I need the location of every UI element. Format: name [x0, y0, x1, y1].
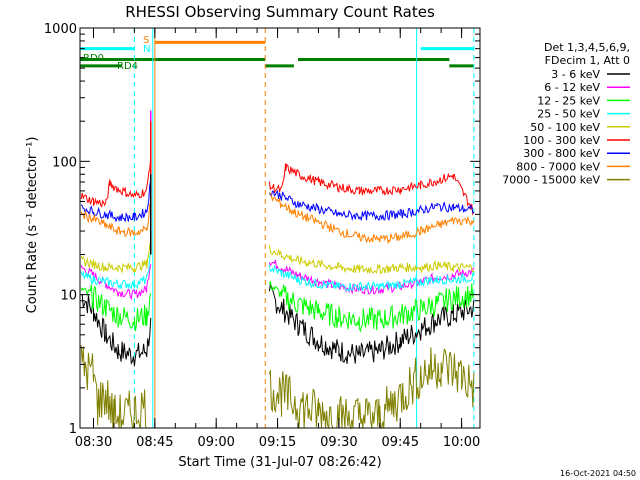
y-tick-label-3: 1000: [44, 22, 77, 37]
legend-label-0: 3 - 6 keV: [551, 68, 600, 81]
flag-bars: [80, 40, 474, 68]
annotation-S: S: [143, 35, 149, 46]
timestamp: 16-Oct-2021 04:50: [560, 469, 636, 478]
x-axis-label: Start Time (31-Jul-07 08:26:42): [178, 455, 381, 470]
x-tick-label-2: 09:00: [197, 435, 234, 450]
y-tick-label-2: 100: [52, 155, 77, 170]
x-tick-label-0: 08:30: [75, 435, 112, 450]
annotation-RD4: RD4: [117, 61, 138, 72]
series-3-segment-0: [80, 250, 152, 290]
legend-label-7: 800 - 7000 keV: [516, 160, 600, 173]
x-tick-label-4: 09:30: [320, 435, 357, 450]
series-8-segment-1: [268, 347, 475, 430]
series-5-segment-1: [268, 163, 475, 216]
legend-label-8: 7000 - 15000 keV: [502, 174, 600, 187]
x-tick-label-5: 09:45: [382, 435, 419, 450]
legend-label-2: 12 - 25 keV: [537, 94, 600, 107]
series-4-segment-0: [80, 241, 152, 274]
series-0-segment-0: [81, 294, 152, 367]
legend-label-3: 25 - 50 keV: [537, 108, 600, 121]
series-0-segment-1: [268, 282, 475, 364]
series-6-segment-1: [268, 189, 475, 222]
series-layer: [80, 110, 475, 430]
series-2-segment-0: [80, 284, 152, 332]
series-7-segment-0: [80, 203, 152, 238]
plot-frame: [79, 27, 481, 429]
series-4-segment-1: [268, 245, 475, 275]
annotation-RD0: RD0: [83, 53, 104, 64]
series-2-segment-1: [268, 280, 475, 333]
vertical-markers: [133, 28, 475, 428]
axes: 1 10 100 1000 08:30 08:45 09:00 09:15 09:30 09:45…: [44, 22, 481, 450]
legend-header-line-1: Det 1,3,4,5,6,9,: [544, 41, 630, 54]
series-3-segment-1: [268, 264, 475, 293]
series-8-segment-0: [80, 345, 148, 429]
legend-header-line-2: FDecim 1, Att 0: [545, 54, 630, 67]
annotation-N: N: [143, 44, 150, 55]
legend-label-4: 50 - 100 keV: [530, 121, 600, 134]
series-1-segment-0: [80, 264, 152, 301]
x-tick-label-1: 08:45: [136, 435, 173, 450]
y-tick-label-0: 1: [69, 422, 77, 437]
series-6-segment-0: [80, 179, 152, 223]
legend-label-5: 100 - 300 keV: [523, 134, 600, 147]
x-tick-label-6: 10:00: [443, 435, 480, 450]
y-tick-label-1: 10: [60, 289, 77, 304]
chart-title: RHESSI Observing Summary Count Rates: [125, 3, 435, 21]
x-tick-label-3: 09:15: [259, 435, 296, 450]
y-axis-label: Count Rate (s⁻¹ detector⁻¹): [25, 137, 40, 314]
legend-label-1: 6 - 12 keV: [544, 81, 600, 94]
series-7-segment-1: [269, 192, 475, 245]
series-5-segment-0: [80, 156, 152, 208]
legend-label-6: 300 - 800 keV: [523, 147, 600, 160]
